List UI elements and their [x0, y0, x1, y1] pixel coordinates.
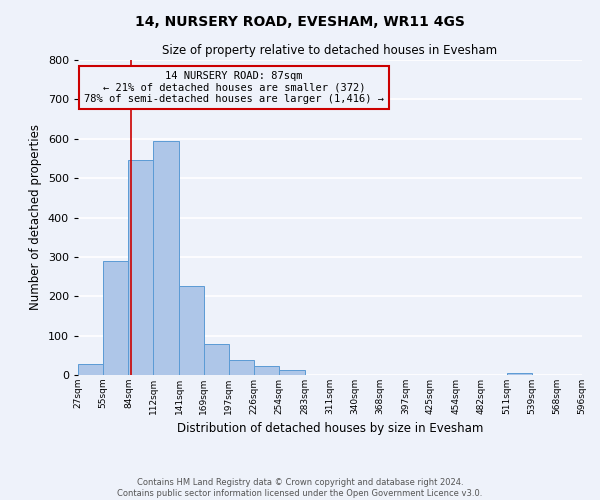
Text: 14 NURSERY ROAD: 87sqm
← 21% of detached houses are smaller (372)
78% of semi-de: 14 NURSERY ROAD: 87sqm ← 21% of detached… [84, 71, 384, 104]
Bar [254, 366, 279, 375]
Bar [507, 373, 532, 375]
Bar [103, 261, 128, 375]
Y-axis label: Number of detached properties: Number of detached properties [29, 124, 42, 310]
Bar [128, 160, 153, 375]
X-axis label: Distribution of detached houses by size in Evesham: Distribution of detached houses by size … [177, 422, 483, 436]
Bar [153, 140, 179, 375]
Bar [229, 360, 254, 375]
Text: 14, NURSERY ROAD, EVESHAM, WR11 4GS: 14, NURSERY ROAD, EVESHAM, WR11 4GS [135, 15, 465, 29]
Title: Size of property relative to detached houses in Evesham: Size of property relative to detached ho… [163, 44, 497, 58]
Bar [179, 286, 204, 375]
Bar [279, 370, 305, 375]
Bar [78, 364, 103, 375]
Bar [204, 344, 229, 375]
Text: Contains HM Land Registry data © Crown copyright and database right 2024.
Contai: Contains HM Land Registry data © Crown c… [118, 478, 482, 498]
